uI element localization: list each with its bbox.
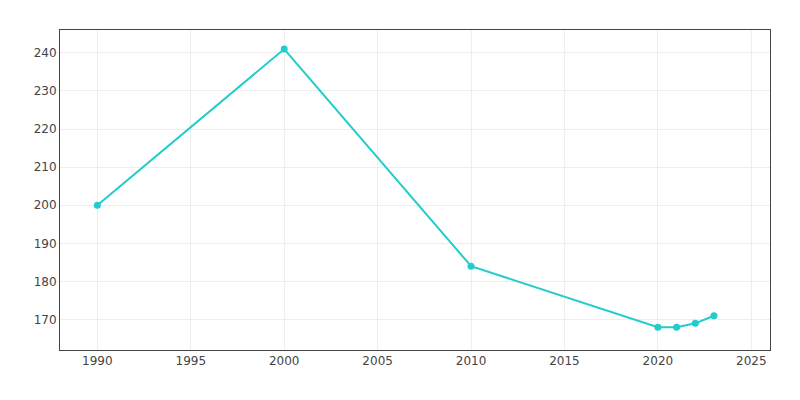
svg-text:2015: 2015 xyxy=(549,354,580,368)
svg-text:230: 230 xyxy=(34,84,57,98)
svg-text:180: 180 xyxy=(34,275,57,289)
svg-text:1995: 1995 xyxy=(176,354,207,368)
svg-text:2020: 2020 xyxy=(643,354,674,368)
svg-text:1990: 1990 xyxy=(82,354,113,368)
svg-text:2005: 2005 xyxy=(362,354,393,368)
svg-text:200: 200 xyxy=(34,198,57,212)
svg-text:2000: 2000 xyxy=(269,354,300,368)
svg-text:210: 210 xyxy=(34,160,57,174)
svg-text:170: 170 xyxy=(34,313,57,327)
svg-text:190: 190 xyxy=(34,237,57,251)
svg-text:220: 220 xyxy=(34,122,57,136)
svg-text:240: 240 xyxy=(34,46,57,60)
svg-text:2010: 2010 xyxy=(456,354,487,368)
svg-text:2025: 2025 xyxy=(736,354,767,368)
